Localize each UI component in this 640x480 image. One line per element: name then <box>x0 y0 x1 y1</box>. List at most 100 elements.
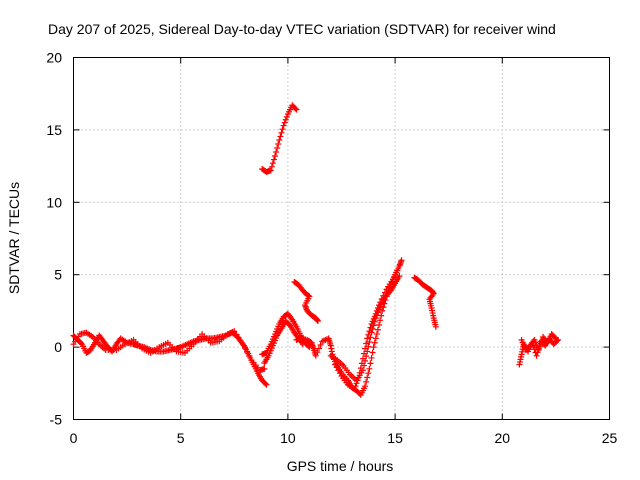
data-point <box>379 307 386 314</box>
y-tick-label: 10 <box>46 194 62 210</box>
data-point <box>351 386 358 393</box>
data-points <box>70 102 562 398</box>
data-point <box>366 328 373 335</box>
data-point <box>365 343 372 350</box>
data-point <box>372 335 379 342</box>
plot-frame <box>73 57 610 420</box>
data-point <box>233 331 240 338</box>
data-point <box>242 345 249 352</box>
x-tick-label: 10 <box>280 430 296 446</box>
data-point <box>356 369 363 376</box>
data-point <box>268 163 275 170</box>
data-point <box>292 105 299 112</box>
data-point <box>299 341 306 348</box>
data-point <box>357 365 364 372</box>
data-point <box>394 267 401 274</box>
series-arc-5c <box>332 267 401 393</box>
data-point <box>374 305 381 312</box>
series-arc-7b <box>518 331 559 353</box>
x-tick-label: 0 <box>70 430 78 446</box>
data-point <box>244 349 251 356</box>
data-point <box>263 381 270 388</box>
data-point <box>363 340 370 347</box>
data-point <box>315 345 322 352</box>
data-point <box>396 273 403 280</box>
data-point <box>533 352 540 359</box>
data-point <box>537 340 544 347</box>
data-point <box>362 383 369 390</box>
data-point <box>362 345 369 352</box>
data-point <box>398 257 405 264</box>
data-point <box>358 360 365 367</box>
data-point <box>369 349 376 356</box>
data-point <box>359 355 366 362</box>
data-point <box>367 360 374 367</box>
y-axis-ticks: -5 0 5 10 15 20 <box>46 50 610 428</box>
series-arc-1 <box>70 329 270 388</box>
series-arc-1b <box>70 328 268 374</box>
data-point <box>314 318 321 325</box>
series-arc-2 <box>259 310 313 358</box>
data-point <box>276 137 283 144</box>
x-tick-label: 20 <box>495 430 511 446</box>
data-point <box>279 126 286 133</box>
data-point <box>361 350 368 357</box>
data-point <box>239 341 246 348</box>
chart-title: Day 207 of 2025, Sidereal Day-to-day VTE… <box>48 21 556 37</box>
data-point <box>366 339 373 346</box>
data-point <box>381 289 388 296</box>
x-tick-label: 15 <box>387 430 403 446</box>
x-axis-label: GPS time / hours <box>287 458 394 474</box>
y-tick-label: 5 <box>54 267 62 283</box>
data-point <box>231 328 238 335</box>
data-point <box>378 295 385 302</box>
series-arc-4 <box>291 278 321 325</box>
y-tick-label: 15 <box>46 122 62 138</box>
data-point <box>364 335 371 342</box>
series-arc-5 <box>293 257 405 398</box>
data-point <box>374 326 381 333</box>
data-point <box>552 335 559 342</box>
data-point <box>376 302 383 309</box>
data-point <box>278 129 285 136</box>
data-point <box>373 307 380 314</box>
data-point <box>355 374 362 381</box>
data-point <box>371 339 378 346</box>
data-point <box>272 152 279 159</box>
data-point <box>317 341 324 348</box>
data-point <box>370 344 377 351</box>
data-point <box>363 378 370 385</box>
y-axis-label: SDTVAR / TECUs <box>6 182 22 294</box>
data-point <box>376 322 383 329</box>
data-point <box>535 346 542 353</box>
data-point <box>274 145 281 151</box>
data-point <box>354 377 361 384</box>
data-point <box>261 365 268 372</box>
data-point <box>283 113 290 120</box>
x-tick-label: 25 <box>602 430 618 446</box>
data-point <box>273 148 280 155</box>
data-point <box>352 383 359 390</box>
y-tick-label: 0 <box>54 339 62 355</box>
data-point <box>377 317 384 324</box>
grid-lines <box>73 57 610 420</box>
y-tick-label: -5 <box>50 412 63 428</box>
data-point <box>262 380 269 387</box>
data-point <box>269 160 276 167</box>
data-point <box>282 116 289 123</box>
data-point <box>277 133 284 140</box>
data-point <box>365 331 372 338</box>
series-arc-6 <box>411 274 439 330</box>
data-point <box>366 365 373 372</box>
data-point <box>364 374 371 381</box>
data-point <box>78 340 85 347</box>
data-point <box>551 334 558 341</box>
data-point <box>235 334 242 341</box>
series-arc-3 <box>259 102 300 175</box>
data-point <box>367 324 374 331</box>
data-point <box>432 323 439 330</box>
data-point <box>314 349 321 356</box>
data-point <box>270 156 277 163</box>
y-tick-label: 20 <box>46 50 62 66</box>
